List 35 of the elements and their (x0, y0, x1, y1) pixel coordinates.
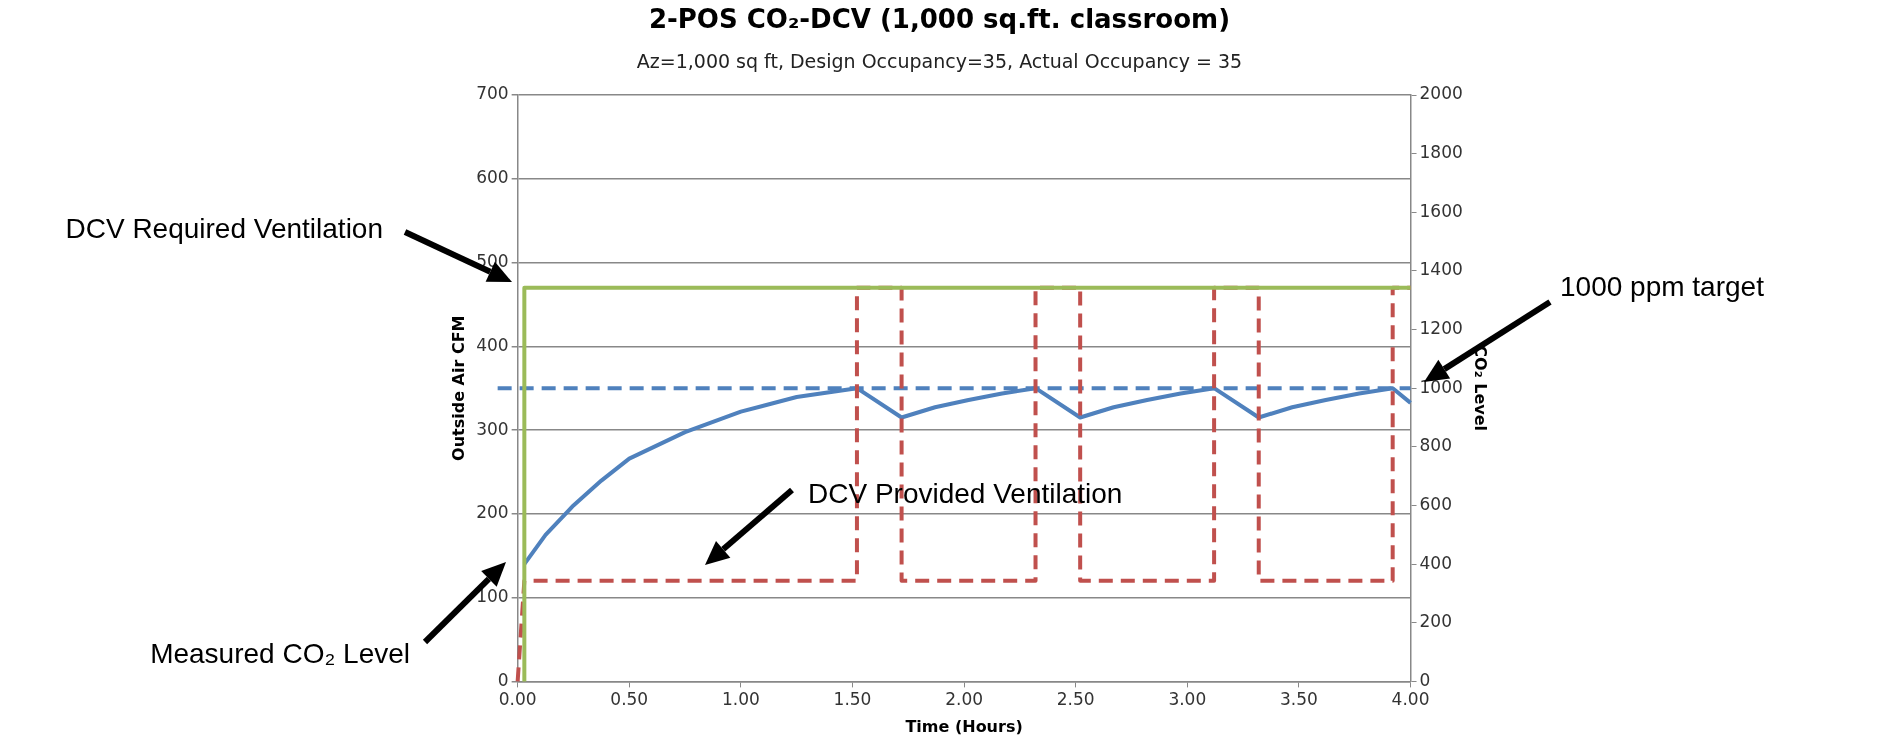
y2-tick-label: 800 (1419, 435, 1452, 456)
y2-tick-label: 2000 (1419, 83, 1463, 104)
text: Measured CO₂ Level (150, 637, 410, 669)
x-tick-label: 3.50 (1280, 689, 1318, 710)
text: DCV Required Ventilation (65, 212, 383, 244)
y2-tick-label: 400 (1419, 552, 1452, 573)
y-tick-label: 400 (476, 334, 509, 355)
y-tick-label: 100 (476, 586, 509, 607)
text: 1000 ppm target (1560, 270, 1765, 302)
chart-title: 2-POS CO₂-DCV (1,000 sq.ft. classroom) (647, 4, 1232, 34)
x-tick-label: 4.00 (1391, 689, 1430, 710)
y2-tick-label: 1600 (1419, 200, 1463, 221)
y2-tick-label: 1200 (1419, 317, 1463, 338)
x-tick-label: 1.50 (833, 689, 872, 710)
y2-tick-label: 0 (1419, 669, 1431, 690)
x-tick-label: 1.00 (721, 689, 760, 710)
y-tick-label: 700 (476, 83, 509, 104)
x-tick-label: 3.00 (1168, 689, 1207, 710)
chart-subtitle: Az=1,000 sq ft, Design Occupancy=35, Actual Occupancy = 35 (635, 50, 1244, 72)
y2-tick-label: 600 (1419, 493, 1452, 514)
y-tick-label: 300 (476, 418, 509, 439)
x-tick-label: 2.50 (1056, 689, 1095, 710)
y2-tick-label: 1000 (1419, 376, 1463, 397)
y-tick-label: 0 (497, 669, 509, 690)
x-tick-label: 2.00 (945, 689, 984, 710)
x-axis-title: Time (Hours) (905, 716, 1023, 736)
y2-tick-label: 200 (1419, 611, 1452, 632)
y2-tick-label: 1800 (1419, 142, 1463, 163)
y-tick-label: 200 (476, 502, 509, 523)
y2-tick-label: 1400 (1419, 259, 1463, 280)
y-tick-label: 600 (476, 167, 509, 188)
x-tick-label: 0.00 (498, 689, 537, 710)
annotation: DCV Provided Ventilation (808, 477, 1123, 509)
y-axis-title: Outside Air CFM (448, 315, 468, 461)
x-tick-label: 0.50 (610, 689, 649, 710)
